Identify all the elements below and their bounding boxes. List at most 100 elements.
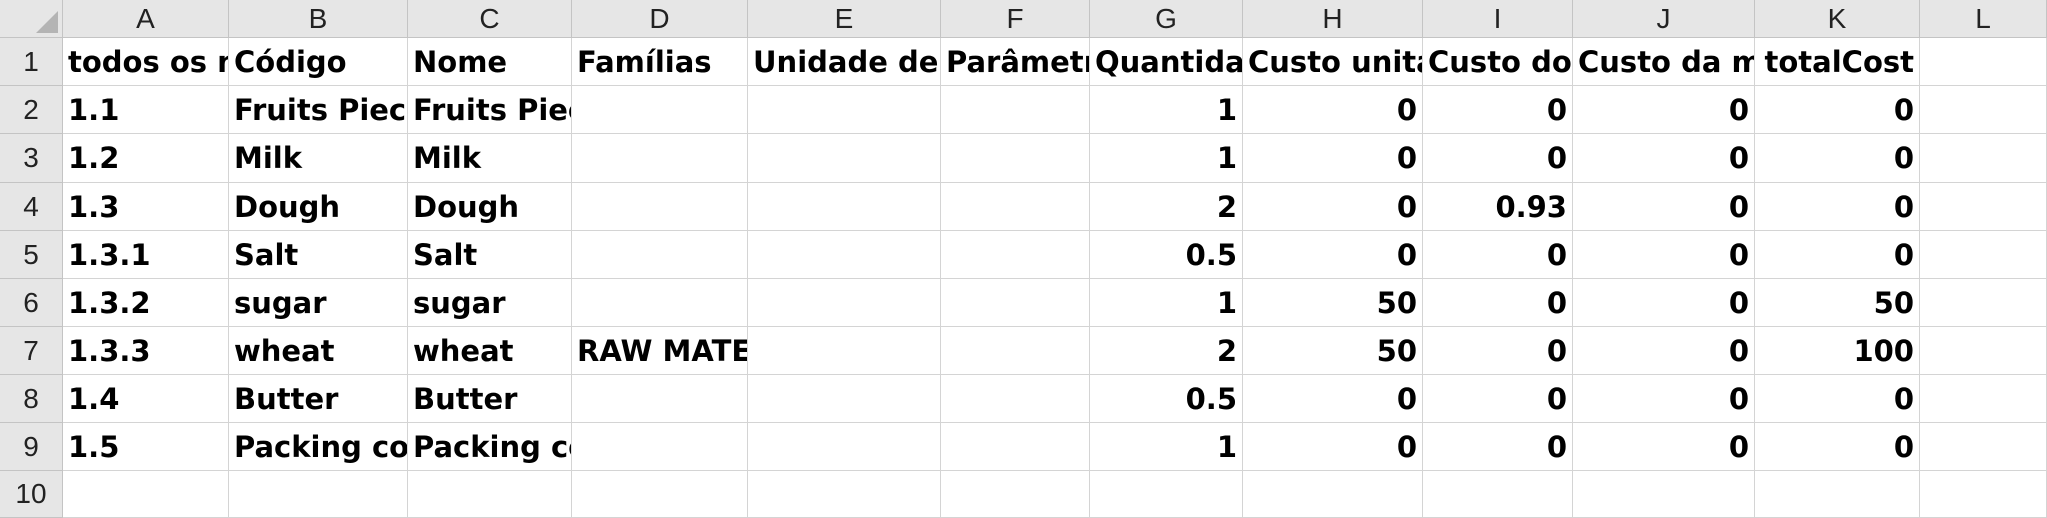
cell-g4[interactable]: 2 — [1090, 183, 1243, 231]
cell-d9[interactable] — [572, 423, 748, 471]
cell-a5[interactable]: 1.3.1 — [63, 231, 229, 279]
cell-h7[interactable]: 50 — [1243, 327, 1423, 375]
cell-l1[interactable] — [1920, 38, 2047, 86]
row-header-4[interactable]: 4 — [0, 183, 63, 231]
cell-j8[interactable]: 0 — [1573, 375, 1755, 423]
cell-h5[interactable]: 0 — [1243, 231, 1423, 279]
cell-j2[interactable]: 0 — [1573, 86, 1755, 134]
cell-e7[interactable] — [748, 327, 941, 375]
cell-d5[interactable] — [572, 231, 748, 279]
cell-h10[interactable] — [1243, 471, 1423, 518]
cell-h1[interactable]: Custo unitá — [1243, 38, 1423, 86]
select-all-button[interactable] — [0, 0, 63, 38]
column-header-e[interactable]: E — [748, 0, 941, 38]
cell-k8[interactable]: 0 — [1755, 375, 1920, 423]
cell-j9[interactable]: 0 — [1573, 423, 1755, 471]
cell-f6[interactable] — [941, 279, 1090, 327]
cell-l3[interactable] — [1920, 134, 2047, 183]
cell-h4[interactable]: 0 — [1243, 183, 1423, 231]
cell-l7[interactable] — [1920, 327, 2047, 375]
cell-f1[interactable]: Parâmetro — [941, 38, 1090, 86]
cell-k1[interactable]: totalCost — [1755, 38, 1920, 86]
row-header-8[interactable]: 8 — [0, 375, 63, 423]
column-header-k[interactable]: K — [1755, 0, 1920, 38]
column-header-d[interactable]: D — [572, 0, 748, 38]
row-header-10[interactable]: 10 — [0, 471, 63, 518]
cell-l5[interactable] — [1920, 231, 2047, 279]
cell-f9[interactable] — [941, 423, 1090, 471]
cell-b6[interactable]: sugar — [229, 279, 408, 327]
column-header-b[interactable]: B — [229, 0, 408, 38]
cell-k9[interactable]: 0 — [1755, 423, 1920, 471]
row-header-6[interactable]: 6 — [0, 279, 63, 327]
cell-d4[interactable] — [572, 183, 748, 231]
cell-g2[interactable]: 1 — [1090, 86, 1243, 134]
cell-a2[interactable]: 1.1 — [63, 86, 229, 134]
cell-i6[interactable]: 0 — [1423, 279, 1573, 327]
cell-c3[interactable]: Milk — [408, 134, 572, 183]
cell-e4[interactable] — [748, 183, 941, 231]
cell-c4[interactable]: Dough — [408, 183, 572, 231]
cell-i4[interactable]: 0.93 — [1423, 183, 1573, 231]
cell-d6[interactable] — [572, 279, 748, 327]
cell-f5[interactable] — [941, 231, 1090, 279]
cell-a10[interactable] — [63, 471, 229, 518]
cell-h3[interactable]: 0 — [1243, 134, 1423, 183]
cell-j5[interactable]: 0 — [1573, 231, 1755, 279]
cell-c1[interactable]: Nome — [408, 38, 572, 86]
cell-g6[interactable]: 1 — [1090, 279, 1243, 327]
cell-g1[interactable]: Quantidac — [1090, 38, 1243, 86]
cell-f7[interactable] — [941, 327, 1090, 375]
cell-c7[interactable]: wheat — [408, 327, 572, 375]
cell-i3[interactable]: 0 — [1423, 134, 1573, 183]
cell-e6[interactable] — [748, 279, 941, 327]
cell-k5[interactable]: 0 — [1755, 231, 1920, 279]
cell-l9[interactable] — [1920, 423, 2047, 471]
cell-g10[interactable] — [1090, 471, 1243, 518]
cell-j7[interactable]: 0 — [1573, 327, 1755, 375]
cell-a9[interactable]: 1.5 — [63, 423, 229, 471]
cell-k3[interactable]: 0 — [1755, 134, 1920, 183]
cell-b5[interactable]: Salt — [229, 231, 408, 279]
cell-d1[interactable]: Famílias — [572, 38, 748, 86]
cell-d8[interactable] — [572, 375, 748, 423]
cell-a6[interactable]: 1.3.2 — [63, 279, 229, 327]
column-header-h[interactable]: H — [1243, 0, 1423, 38]
cell-g8[interactable]: 0.5 — [1090, 375, 1243, 423]
column-header-i[interactable]: I — [1423, 0, 1573, 38]
cell-l8[interactable] — [1920, 375, 2047, 423]
cell-e2[interactable] — [748, 86, 941, 134]
cell-i1[interactable]: Custo do t — [1423, 38, 1573, 86]
cell-g7[interactable]: 2 — [1090, 327, 1243, 375]
cell-i2[interactable]: 0 — [1423, 86, 1573, 134]
column-header-c[interactable]: C — [408, 0, 572, 38]
cell-a8[interactable]: 1.4 — [63, 375, 229, 423]
cell-g5[interactable]: 0.5 — [1090, 231, 1243, 279]
cell-l6[interactable] — [1920, 279, 2047, 327]
cell-d2[interactable] — [572, 86, 748, 134]
cell-j10[interactable] — [1573, 471, 1755, 518]
cell-b3[interactable]: Milk — [229, 134, 408, 183]
cell-h8[interactable]: 0 — [1243, 375, 1423, 423]
cell-d7[interactable]: RAW MATE — [572, 327, 748, 375]
cell-c10[interactable] — [408, 471, 572, 518]
row-header-3[interactable]: 3 — [0, 134, 63, 183]
cell-g9[interactable]: 1 — [1090, 423, 1243, 471]
row-header-2[interactable]: 2 — [0, 86, 63, 134]
cell-j3[interactable]: 0 — [1573, 134, 1755, 183]
row-header-1[interactable]: 1 — [0, 38, 63, 86]
cell-l2[interactable] — [1920, 86, 2047, 134]
column-header-l[interactable]: L — [1920, 0, 2047, 38]
cell-a7[interactable]: 1.3.3 — [63, 327, 229, 375]
row-header-9[interactable]: 9 — [0, 423, 63, 471]
column-header-f[interactable]: F — [941, 0, 1090, 38]
cell-k10[interactable] — [1755, 471, 1920, 518]
cell-f8[interactable] — [941, 375, 1090, 423]
cell-f4[interactable] — [941, 183, 1090, 231]
cell-e10[interactable] — [748, 471, 941, 518]
cell-c2[interactable]: Fruits Piec — [408, 86, 572, 134]
cell-a3[interactable]: 1.2 — [63, 134, 229, 183]
cell-b4[interactable]: Dough — [229, 183, 408, 231]
cell-i7[interactable]: 0 — [1423, 327, 1573, 375]
cell-c9[interactable]: Packing co — [408, 423, 572, 471]
